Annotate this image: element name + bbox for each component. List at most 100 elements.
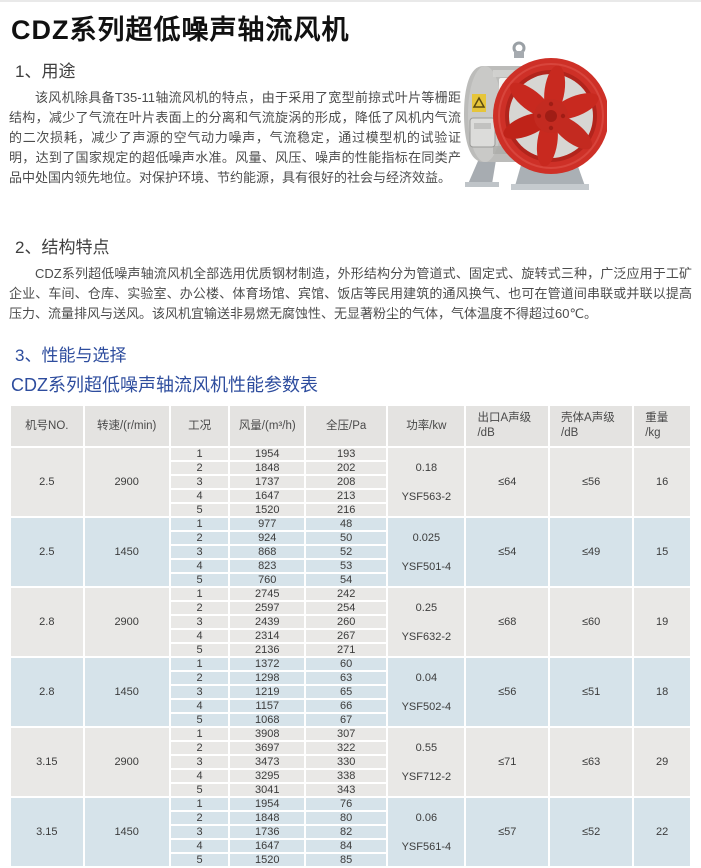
- airflow-cell: 3295: [230, 770, 305, 782]
- table-row: 2.8 1450 1 1372 60 0.04 YSF502-4 ≤56 ≤51 18: [11, 658, 690, 726]
- condition-cell: 1: [170, 658, 229, 670]
- pressure-cell: 82: [306, 826, 387, 838]
- table-row: 4 1647 213: [11, 490, 690, 502]
- casing-noise-cell: ≤49: [550, 518, 633, 586]
- speed-cell: 2900: [84, 448, 169, 516]
- usage-paragraph: 该风机除具备T35-11轴流风机的特点，由于采用了宽型前掠式叶片等栅距结构，减少…: [9, 90, 461, 185]
- pressure-cell: 60: [306, 658, 387, 670]
- table-row: 4 1647 84: [11, 840, 690, 852]
- condition-cell: 2: [170, 532, 229, 544]
- airflow-cell: 1737: [230, 476, 305, 488]
- airflow-cell: 1219: [230, 686, 305, 698]
- table-row: 2 1848 202: [11, 462, 690, 474]
- column-header: 机号NO.: [11, 406, 83, 446]
- model-cell: 2.8: [11, 588, 83, 656]
- condition-cell: 2: [170, 602, 229, 614]
- speed-cell: 1450: [84, 658, 169, 726]
- pressure-cell: 208: [306, 476, 387, 488]
- casing-noise-cell: ≤52: [550, 798, 633, 866]
- pressure-cell: 271: [306, 644, 387, 656]
- airflow-cell: 924: [230, 532, 305, 544]
- table-row: 5 1068 67: [11, 714, 690, 726]
- casing-noise-cell: ≤63: [550, 728, 633, 796]
- pressure-cell: 216: [306, 504, 387, 516]
- column-header: 转速/(r/min): [84, 406, 169, 446]
- table-row: 4 3295 338: [11, 770, 690, 782]
- weight-cell: 16: [634, 448, 690, 516]
- condition-cell: 3: [170, 476, 229, 488]
- airflow-cell: 868: [230, 546, 305, 558]
- airflow-cell: 1157: [230, 700, 305, 712]
- column-header: 工况: [170, 406, 229, 446]
- airflow-cell: 1520: [230, 504, 305, 516]
- power-cell: 0.25 YSF632-2: [388, 588, 465, 656]
- pressure-cell: 84: [306, 840, 387, 852]
- airflow-cell: 3908: [230, 728, 305, 740]
- casing-noise-cell: ≤51: [550, 658, 633, 726]
- table-row: 2 1298 63: [11, 672, 690, 684]
- weight-cell: 18: [634, 658, 690, 726]
- outlet-noise-cell: ≤71: [466, 728, 549, 796]
- table-row: 2 924 50: [11, 532, 690, 544]
- table-row: 4 823 53: [11, 560, 690, 572]
- model-cell: 2.5: [11, 518, 83, 586]
- condition-cell: 3: [170, 826, 229, 838]
- condition-cell: 5: [170, 644, 229, 656]
- pressure-cell: 193: [306, 448, 387, 460]
- performance-table: 机号NO. 转速/(r/min) 工况 风量/(m³/h) 全压/Pa 功率/kw 出口A声…: [9, 404, 692, 868]
- pressure-cell: 48: [306, 518, 387, 530]
- speed-cell: 2900: [84, 728, 169, 796]
- pressure-cell: 267: [306, 630, 387, 642]
- pressure-cell: 80: [306, 812, 387, 824]
- condition-cell: 4: [170, 700, 229, 712]
- pressure-cell: 242: [306, 588, 387, 600]
- airflow-cell: 823: [230, 560, 305, 572]
- power-value: 0.25: [415, 601, 438, 614]
- airflow-cell: 2597: [230, 602, 305, 614]
- airflow-cell: 1954: [230, 798, 305, 810]
- motor-model: YSF561-4: [401, 840, 452, 853]
- outlet-noise-cell: ≤54: [466, 518, 549, 586]
- outlet-noise-cell: ≤64: [466, 448, 549, 516]
- airflow-cell: 760: [230, 574, 305, 586]
- motor-model: YSF563-2: [401, 490, 452, 503]
- condition-cell: 3: [170, 686, 229, 698]
- table-row: 3.15 1450 1 1954 76 0.06 YSF561-4 ≤57 ≤52 22: [11, 798, 690, 866]
- table-row: 4 2314 267: [11, 630, 690, 642]
- condition-cell: 3: [170, 616, 229, 628]
- airflow-cell: 2439: [230, 616, 305, 628]
- weight-cell: 22: [634, 798, 690, 866]
- table-row: 4 1157 66: [11, 700, 690, 712]
- column-header: 全压/Pa: [306, 406, 387, 446]
- airflow-cell: 977: [230, 518, 305, 530]
- motor-model: YSF712-2: [401, 770, 452, 783]
- column-header: 出口A声级 /dB: [466, 406, 549, 446]
- weight-cell: 19: [634, 588, 690, 656]
- structure-paragraph: CDZ系列超低噪声轴流风机全部选用优质钢材制造，外形结构分为管道式、固定式、旋转…: [9, 266, 692, 321]
- airflow-cell: 3473: [230, 756, 305, 768]
- airflow-cell: 1954: [230, 448, 305, 460]
- pressure-cell: 307: [306, 728, 387, 740]
- speed-cell: 1450: [84, 798, 169, 866]
- airflow-cell: 1520: [230, 854, 305, 866]
- airflow-cell: 1372: [230, 658, 305, 670]
- airflow-cell: 1647: [230, 840, 305, 852]
- model-cell: 2.8: [11, 658, 83, 726]
- pressure-cell: 322: [306, 742, 387, 754]
- condition-cell: 4: [170, 840, 229, 852]
- column-header: 壳体A声级 /dB: [550, 406, 633, 446]
- pressure-cell: 202: [306, 462, 387, 474]
- pressure-cell: 66: [306, 700, 387, 712]
- outlet-noise-cell: ≤68: [466, 588, 549, 656]
- model-cell: 3.15: [11, 728, 83, 796]
- power-cell: 0.55 YSF712-2: [388, 728, 465, 796]
- table-row: 3.15 2900 1 3908 307 0.55 YSF712-2 ≤71 ≤63 29: [11, 728, 690, 796]
- speed-cell: 2900: [84, 588, 169, 656]
- weight-cell: 29: [634, 728, 690, 796]
- table-row: 5 760 54: [11, 574, 690, 586]
- airflow-cell: 1647: [230, 490, 305, 502]
- table-row: 2.8 2900 1 2745 242 0.25 YSF632-2 ≤68 ≤60 19: [11, 588, 690, 656]
- motor-model: YSF501-4: [401, 560, 452, 573]
- table-row: 3 868 52: [11, 546, 690, 558]
- table-row: 3 1736 82: [11, 826, 690, 838]
